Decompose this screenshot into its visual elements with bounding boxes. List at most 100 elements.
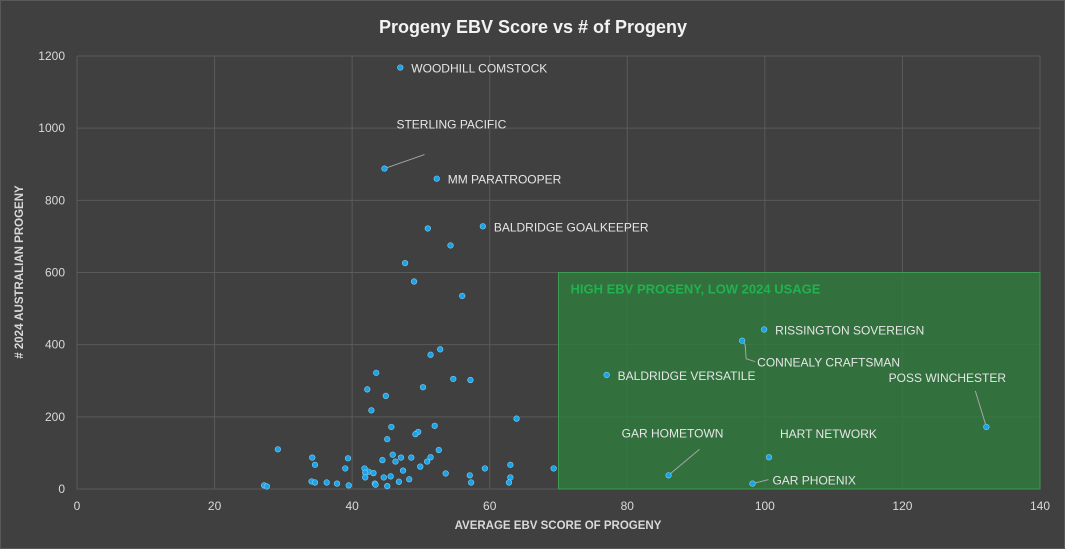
y-tick-label: 200 xyxy=(45,410,65,424)
data-point xyxy=(379,457,386,464)
data-point xyxy=(507,461,514,468)
data-point xyxy=(442,470,449,477)
data-point xyxy=(399,467,407,474)
data-point xyxy=(424,225,431,232)
y-tick-label: 1200 xyxy=(38,49,65,63)
x-tick-label: 80 xyxy=(621,499,635,513)
point-label: RISSINGTON SOVEREIGN xyxy=(775,324,924,338)
highlight-region xyxy=(558,272,1041,490)
data-point xyxy=(450,375,457,383)
y-tick-label: 1000 xyxy=(38,121,65,135)
data-point xyxy=(364,386,371,393)
data-point xyxy=(392,458,399,465)
labeled-data-point xyxy=(479,223,486,230)
x-tick-label: 140 xyxy=(1030,499,1050,513)
data-point xyxy=(427,454,434,461)
data-point xyxy=(550,465,557,472)
data-point xyxy=(412,431,419,438)
point-label: GAR HOMETOWN xyxy=(622,426,724,440)
point-label: GAR PHOENIX xyxy=(772,474,855,488)
data-point xyxy=(345,482,352,489)
y-tick-label: 400 xyxy=(45,338,65,352)
point-label: CONNEALY CRAFTSMAN xyxy=(757,356,900,370)
data-point xyxy=(467,376,474,384)
labeled-data-point xyxy=(381,165,388,172)
data-point xyxy=(459,292,466,300)
data-point xyxy=(513,415,520,422)
labeled-data-point xyxy=(739,337,746,344)
data-point xyxy=(408,454,415,461)
data-point xyxy=(507,474,514,481)
data-point xyxy=(431,422,438,429)
leader-line xyxy=(384,154,425,170)
labeled-data-point xyxy=(603,371,610,379)
data-point xyxy=(402,260,409,267)
data-point xyxy=(435,446,442,454)
data-point xyxy=(388,423,395,431)
x-tick-label: 0 xyxy=(74,499,81,513)
labeled-data-point xyxy=(765,454,773,461)
data-point xyxy=(372,481,379,488)
data-point xyxy=(417,463,424,470)
point-label: POSS WINCHESTER xyxy=(889,371,1007,385)
data-point xyxy=(368,407,375,414)
data-point xyxy=(397,454,405,461)
leader-line xyxy=(974,390,987,428)
data-point xyxy=(384,483,391,490)
x-axis-title: AVERAGE EBV SCORE OF PROGENY xyxy=(455,520,662,532)
data-point xyxy=(380,474,387,481)
x-tick-label: 20 xyxy=(208,499,222,513)
data-point xyxy=(410,278,418,285)
data-point xyxy=(419,384,427,391)
y-tick-label: 800 xyxy=(45,193,65,207)
point-label: BALDRIDGE VERSATILE xyxy=(618,369,756,383)
data-point xyxy=(481,465,488,472)
data-point xyxy=(406,476,413,483)
data-point xyxy=(263,483,270,490)
data-point xyxy=(387,473,394,480)
data-point xyxy=(311,461,319,468)
labeled-data-point xyxy=(983,423,990,431)
y-axis-title: # 2024 AUSTRALIAN PROGENY xyxy=(14,185,26,359)
data-point xyxy=(424,458,431,465)
y-tick-label: 0 xyxy=(58,482,65,496)
x-tick-label: 60 xyxy=(483,499,497,513)
data-point xyxy=(370,470,377,477)
point-label: BALDRIDGE GOALKEEPER xyxy=(494,220,649,234)
data-point xyxy=(382,392,389,400)
data-point xyxy=(384,436,391,443)
x-tick-label: 100 xyxy=(755,499,775,513)
data-point xyxy=(323,479,330,486)
x-tick-label: 120 xyxy=(892,499,912,513)
labeled-data-point xyxy=(397,64,404,71)
point-label: WOODHILL COMSTOCK xyxy=(411,62,547,76)
data-point xyxy=(362,474,369,481)
data-point xyxy=(395,478,403,485)
point-label: HART NETWORK xyxy=(780,427,877,441)
data-point xyxy=(437,346,444,353)
data-point xyxy=(466,472,473,479)
y-tick-label: 600 xyxy=(45,266,65,280)
point-label: STERLING PACIFIC xyxy=(396,118,506,132)
data-point xyxy=(274,446,281,453)
x-tick-label: 40 xyxy=(345,499,359,513)
labeled-data-point xyxy=(433,175,440,182)
data-point xyxy=(447,242,454,249)
labeled-data-point xyxy=(665,472,672,479)
labeled-data-point xyxy=(749,480,756,487)
data-point xyxy=(389,451,396,458)
data-point xyxy=(309,454,316,461)
data-point xyxy=(373,369,380,376)
labeled-data-point xyxy=(761,326,768,333)
data-point xyxy=(505,479,513,486)
data-point xyxy=(333,480,341,487)
chart-title: Progeny EBV Score vs # of Progeny xyxy=(379,17,687,37)
data-point xyxy=(311,479,319,486)
data-point xyxy=(344,455,352,462)
leader-line xyxy=(668,448,700,476)
highlight-region-label: HIGH EBV PROGENY, LOW 2024 USAGE xyxy=(571,282,821,297)
data-point xyxy=(342,465,349,472)
point-label: MM PARATROOPER xyxy=(448,173,562,187)
